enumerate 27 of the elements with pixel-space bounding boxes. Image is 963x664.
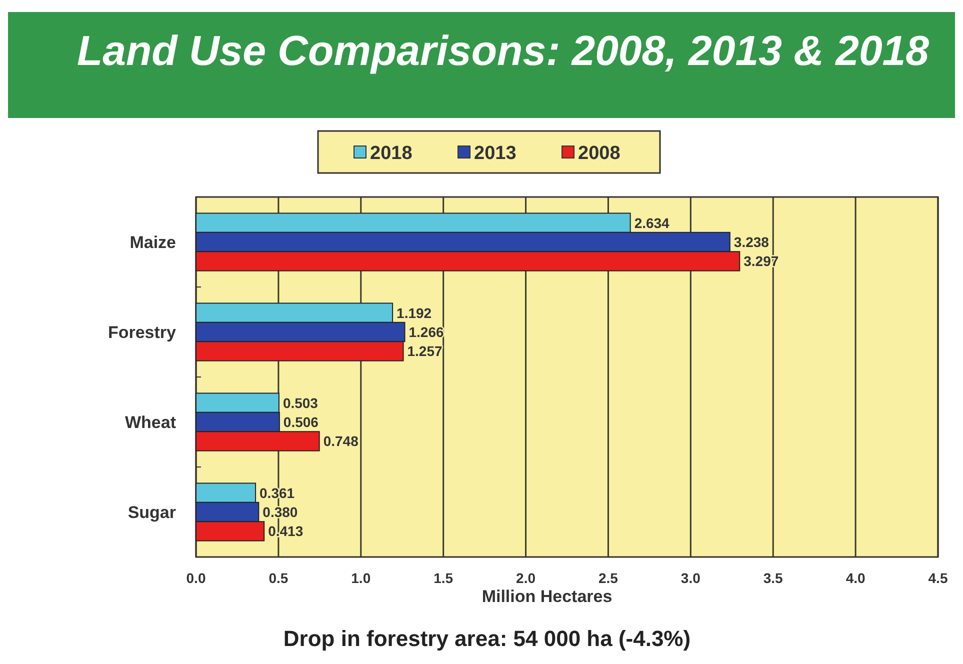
x-tick-label: 2.0 bbox=[516, 570, 536, 586]
x-tick-label: 2.5 bbox=[598, 570, 618, 586]
legend-label: 2008 bbox=[578, 143, 620, 164]
text: Drop in forestry area: 54 000 ha (-4.3%) bbox=[283, 626, 691, 651]
y-tick-label: Wheat bbox=[125, 413, 176, 432]
chart-title: Land Use Comparisons: 2008, 2013 & 2018 bbox=[76, 27, 930, 74]
x-tick-label: 4.0 bbox=[846, 570, 866, 586]
data-label: 0.748 bbox=[323, 433, 359, 450]
data-label: 0.503 bbox=[282, 394, 318, 411]
legend-label: 2018 bbox=[370, 143, 412, 164]
x-axis-title: Million Hectares bbox=[482, 587, 612, 606]
x-tick-label: 0.5 bbox=[268, 570, 288, 586]
legend-label: 2013 bbox=[474, 143, 516, 164]
x-tick-label: 1.0 bbox=[351, 570, 371, 586]
y-tick-label: Forestry bbox=[108, 323, 177, 342]
x-tick-label: 3.5 bbox=[763, 570, 784, 586]
x-tick-label: 3.0 bbox=[680, 570, 701, 586]
y-tick-label: Maize bbox=[130, 233, 176, 252]
y-tick-label: Sugar bbox=[128, 503, 176, 522]
x-tick-label: 4.5 bbox=[928, 570, 948, 586]
data-label: 3.238 bbox=[734, 234, 770, 250]
data-label: 1.257 bbox=[407, 343, 443, 360]
data-label: 2.634 bbox=[634, 214, 670, 231]
data-label: 0.506 bbox=[283, 414, 319, 430]
x-tick-label: 1.5 bbox=[434, 570, 454, 586]
data-label: 1.192 bbox=[396, 304, 432, 321]
x-tick-label: 0.0 bbox=[186, 570, 206, 586]
